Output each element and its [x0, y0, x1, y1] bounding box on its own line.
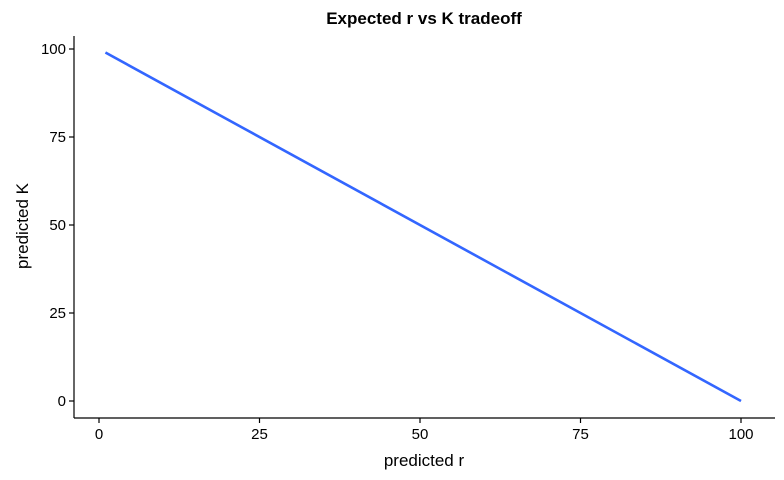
chart-title: Expected r vs K tradeoff: [326, 9, 522, 28]
series-line: [104, 51, 742, 403]
x-tick-label: 0: [95, 426, 103, 443]
plot-area: 0 25 50 75 100 0 25 50 75 100: [41, 36, 775, 443]
x-axis-ticks: 0 25 50 75 100: [95, 418, 754, 443]
y-tick-label: 50: [49, 217, 66, 234]
y-axis-title: predicted K: [13, 182, 32, 269]
x-tick-label: 100: [728, 426, 753, 443]
y-tick-label: 0: [58, 393, 66, 410]
y-axis-ticks: 0 25 50 75 100: [41, 41, 74, 410]
x-tick-label: 50: [412, 426, 429, 443]
x-tick-label: 25: [251, 426, 268, 443]
x-tick-label: 75: [572, 426, 589, 443]
x-axis-title: predicted r: [384, 451, 465, 470]
y-tick-label: 100: [41, 41, 66, 58]
y-tick-label: 75: [49, 129, 66, 146]
series-layer: [104, 51, 742, 403]
y-tick-label: 25: [49, 305, 66, 322]
